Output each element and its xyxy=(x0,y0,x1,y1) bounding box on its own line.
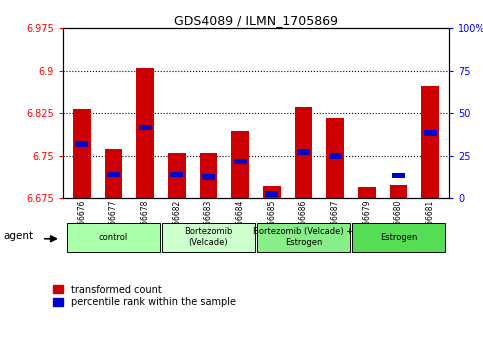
FancyBboxPatch shape xyxy=(67,223,160,251)
Bar xyxy=(392,173,405,178)
Bar xyxy=(424,130,437,136)
Bar xyxy=(73,109,90,198)
Bar xyxy=(327,118,344,198)
Bar xyxy=(139,125,152,130)
Bar xyxy=(200,154,217,198)
Text: Bortezomib (Velcade) +
Estrogen: Bortezomib (Velcade) + Estrogen xyxy=(254,228,354,247)
Bar xyxy=(358,187,376,198)
Bar xyxy=(202,174,215,179)
FancyBboxPatch shape xyxy=(352,223,445,251)
Bar xyxy=(328,153,341,159)
Bar xyxy=(265,192,278,197)
Text: agent: agent xyxy=(3,230,33,241)
Text: control: control xyxy=(99,233,128,242)
Bar xyxy=(234,159,247,164)
Text: Estrogen: Estrogen xyxy=(380,233,417,242)
Bar xyxy=(422,86,439,198)
Bar xyxy=(168,153,185,198)
Title: GDS4089 / ILMN_1705869: GDS4089 / ILMN_1705869 xyxy=(174,14,338,27)
Bar xyxy=(105,149,122,198)
Bar xyxy=(390,185,407,198)
Bar xyxy=(170,172,184,177)
Bar xyxy=(295,107,312,198)
Text: Bortezomib
(Velcade): Bortezomib (Velcade) xyxy=(185,228,233,247)
Bar xyxy=(75,141,88,147)
Bar xyxy=(107,172,120,177)
FancyBboxPatch shape xyxy=(162,223,255,251)
Bar xyxy=(297,149,310,155)
FancyBboxPatch shape xyxy=(257,223,350,251)
Legend: transformed count, percentile rank within the sample: transformed count, percentile rank withi… xyxy=(53,285,236,307)
Bar xyxy=(136,68,154,198)
Bar xyxy=(231,131,249,198)
Bar xyxy=(263,186,281,198)
